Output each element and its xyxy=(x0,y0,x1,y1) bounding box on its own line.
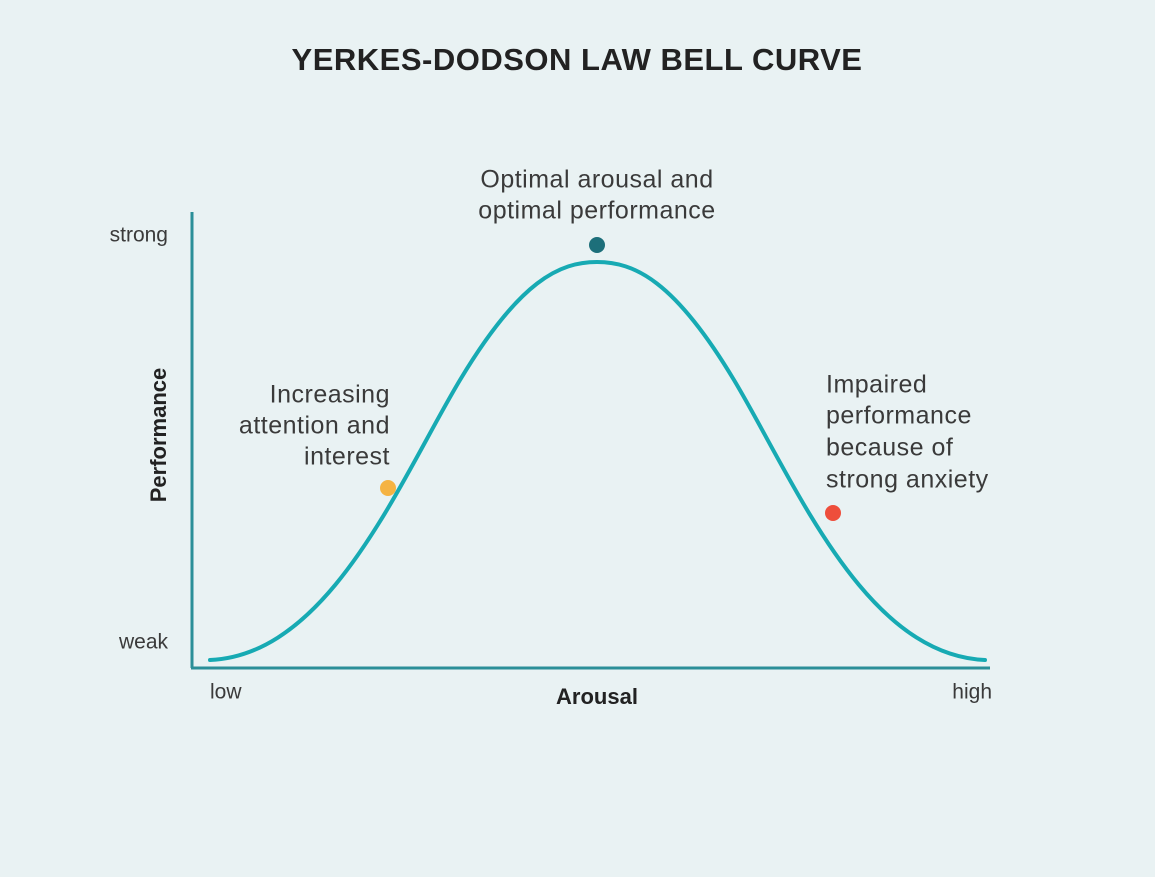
annotation-line: Increasing xyxy=(270,381,390,409)
falling-dot xyxy=(825,505,841,521)
annotation-line: Impaired xyxy=(826,371,927,399)
annotation-line: Optimal arousal and xyxy=(480,166,713,194)
annotation-line: attention and xyxy=(239,412,390,440)
annotation-line: performance xyxy=(826,402,972,430)
annotation-line: interest xyxy=(304,443,390,471)
y-axis-label: Performance xyxy=(146,368,171,503)
y-axis-top: strong xyxy=(110,224,168,247)
annotation-line: strong anxiety xyxy=(826,466,989,494)
x-axis-right: high xyxy=(952,681,992,704)
x-axis-label: Arousal xyxy=(556,684,638,709)
peak-dot xyxy=(589,237,605,253)
bell-curve xyxy=(208,259,987,662)
annotation-line: optimal performance xyxy=(478,197,715,225)
title: YERKES-DODSON LAW BELL CURVE xyxy=(292,42,863,77)
rising-dot xyxy=(380,480,396,496)
x-axis-left: low xyxy=(210,681,242,704)
y-axis-bottom: weak xyxy=(118,631,169,654)
annotation-line: because of xyxy=(826,434,953,462)
